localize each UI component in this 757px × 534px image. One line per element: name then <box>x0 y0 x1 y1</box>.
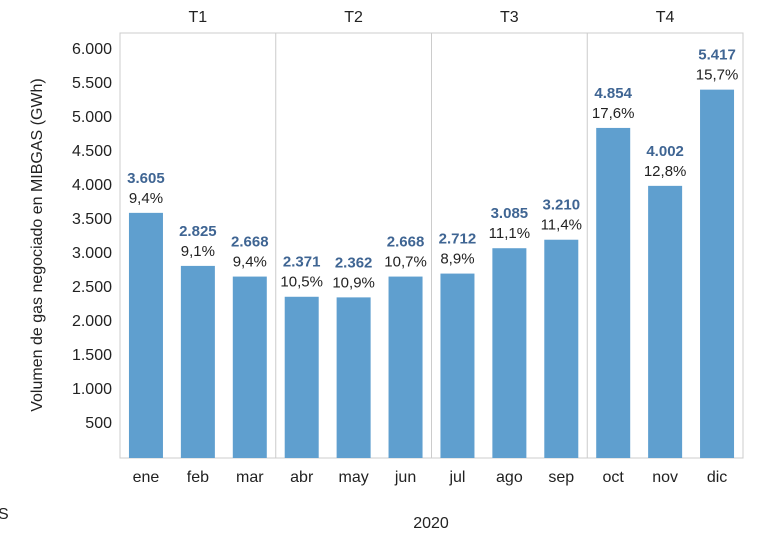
value-label: 4.854 <box>594 85 632 102</box>
source: S <box>0 506 9 523</box>
y-tick-label: 5.000 <box>72 109 112 126</box>
y-tick-label: 5.500 <box>72 75 112 92</box>
bar <box>440 273 475 458</box>
x-tick-label: dic <box>707 469 727 486</box>
x-tick-label: feb <box>187 469 209 486</box>
bar <box>128 212 163 458</box>
x-axis-label: 2020 <box>413 515 449 532</box>
quarter-label: T3 <box>500 9 519 26</box>
share-label: 8,9% <box>440 251 474 268</box>
share-label: 10,9% <box>332 274 375 291</box>
value-label: 2.668 <box>231 234 269 251</box>
value-label: 4.002 <box>646 143 684 160</box>
value-label: 2.371 <box>283 254 321 271</box>
y-tick-label: 6.000 <box>72 41 112 58</box>
value-label: 2.825 <box>179 223 217 240</box>
y-tick-label: 1.500 <box>72 347 112 364</box>
x-tick-label: ene <box>133 469 160 486</box>
value-label: 3.085 <box>491 205 529 222</box>
quarter-label: T1 <box>189 9 208 26</box>
value-label: 2.712 <box>439 231 477 248</box>
x-tick-label: oct <box>603 469 625 486</box>
x-tick-label: ago <box>496 469 523 486</box>
x-tick-label: jul <box>448 469 465 486</box>
bar <box>700 89 735 459</box>
share-label: 9,4% <box>129 190 163 207</box>
bar <box>648 185 683 458</box>
x-tick-label: may <box>339 469 369 486</box>
bar <box>544 239 579 458</box>
quarter-label: T2 <box>344 9 363 26</box>
value-label: 3.210 <box>543 197 581 214</box>
bar <box>336 297 371 458</box>
x-tick-label: sep <box>548 469 574 486</box>
bar <box>284 296 319 458</box>
value-label: 2.362 <box>335 254 373 271</box>
y-tick-label: 500 <box>85 415 112 432</box>
share-label: 15,7% <box>696 67 739 84</box>
y-tick-label: 4.000 <box>72 177 112 194</box>
share-label: 10,7% <box>384 254 427 271</box>
bar <box>180 265 215 458</box>
value-label: 5.417 <box>698 47 736 64</box>
share-label: 9,4% <box>233 254 267 271</box>
y-tick-label: 1.000 <box>72 381 112 398</box>
share-label: 9,1% <box>181 243 215 260</box>
bar <box>388 276 423 458</box>
value-label: 2.668 <box>387 234 425 251</box>
quarter-label: T4 <box>656 9 675 26</box>
bar <box>232 276 267 458</box>
y-tick-label: 4.500 <box>72 143 112 160</box>
share-label: 11,4% <box>541 217 582 234</box>
y-tick-label: 2.500 <box>72 279 112 296</box>
y-tick-label: 2.000 <box>72 313 112 330</box>
x-tick-label: mar <box>236 469 264 486</box>
bar <box>596 127 631 458</box>
x-tick-label: nov <box>652 469 678 486</box>
x-tick-label: abr <box>290 469 314 486</box>
value-label: 3.605 <box>127 170 165 187</box>
x-tick-label: jun <box>394 469 416 486</box>
share-label: 11,1% <box>489 225 530 242</box>
share-label: 17,6% <box>592 105 635 122</box>
bar <box>492 248 527 458</box>
y-tick-label: 3.000 <box>72 245 112 262</box>
y-axis-label: Volumen de gas negociado en MIBGAS (GWh) <box>29 78 46 412</box>
share-label: 10,5% <box>280 274 323 291</box>
share-label: 12,8% <box>644 163 687 180</box>
y-tick-label: 3.500 <box>72 211 112 228</box>
